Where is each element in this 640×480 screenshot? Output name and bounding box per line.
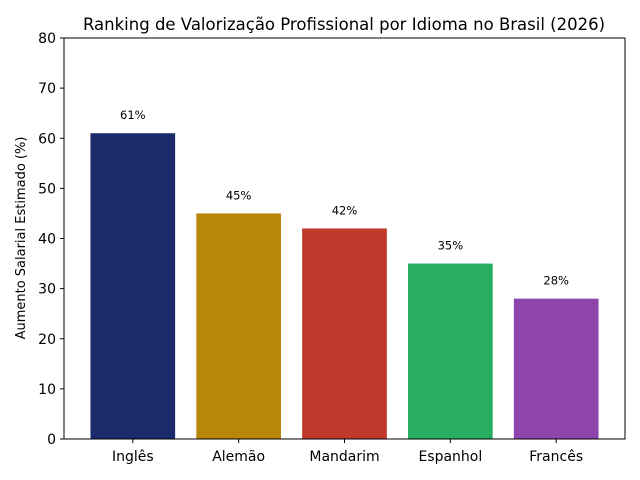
data-label-3: 35% [438, 239, 464, 253]
x-axis: Inglês Alemão Mandarim Espanhol Francês [112, 439, 583, 465]
data-label-0: 61% [120, 108, 146, 122]
x-tick-label-1: Alemão [212, 449, 265, 465]
bar-2 [302, 228, 387, 439]
y-tick-label-4: 40 [38, 232, 56, 248]
x-tick-label-4: Francês [529, 449, 583, 465]
bar-0 [90, 133, 176, 440]
y-tick-label-0: 0 [47, 432, 56, 448]
y-tick-label-2: 20 [38, 332, 56, 348]
data-label-1: 45% [226, 188, 252, 202]
plot-frame [63, 37, 626, 440]
y-axis: 0 10 20 30 40 50 60 70 80 [38, 31, 64, 448]
bar-3 [408, 263, 493, 439]
x-tick-label-0: Inglês [112, 449, 154, 465]
bar-4 [513, 298, 599, 439]
y-tick-label-1: 10 [38, 382, 56, 398]
y-axis-label: Aumento Salarial Estimado (%) [14, 137, 29, 340]
data-label-2: 42% [332, 203, 358, 217]
y-tick-label-6: 60 [38, 131, 56, 147]
y-tick-label-5: 50 [38, 181, 56, 197]
y-tick-label-7: 70 [38, 81, 56, 97]
data-label-4: 28% [543, 274, 569, 288]
y-tick-label-8: 80 [38, 31, 56, 47]
y-tick-label-3: 30 [38, 282, 56, 298]
x-tick-label-3: Espanhol [418, 449, 482, 465]
x-tick-label-2: Mandarim [309, 449, 379, 465]
bar-1 [196, 213, 281, 439]
bars-group: 61% 45% 42% 35% 28% [90, 108, 599, 440]
chart-title: Ranking de Valorização Profissional por … [83, 15, 605, 34]
